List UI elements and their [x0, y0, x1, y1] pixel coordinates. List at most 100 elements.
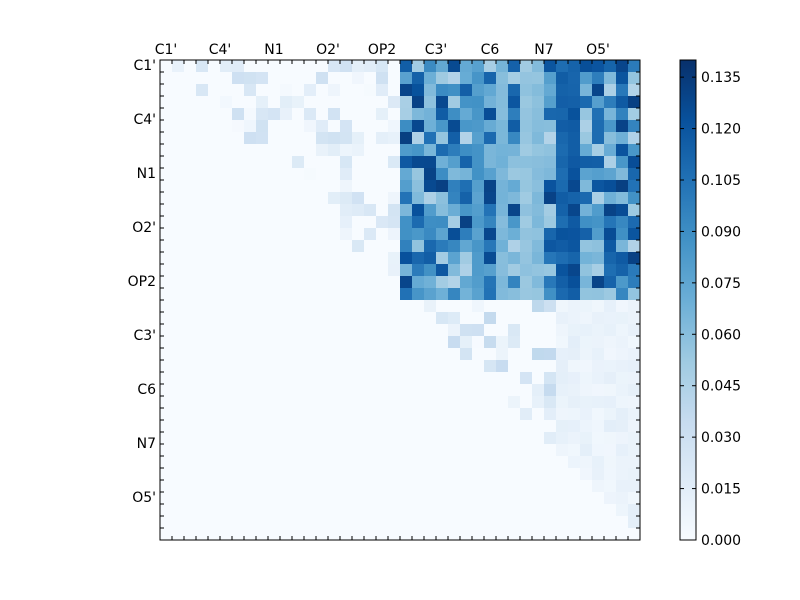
heatmap-cell	[448, 468, 461, 481]
heatmap-cell	[268, 420, 281, 433]
heatmap-cell	[616, 360, 629, 373]
heatmap-cell	[232, 468, 245, 481]
heatmap-cell	[484, 288, 497, 301]
heatmap-cell	[424, 216, 437, 229]
heatmap-cell	[388, 444, 401, 457]
heatmap-cell	[196, 144, 209, 157]
heatmap-cell	[184, 84, 197, 97]
heatmap-cell	[280, 192, 293, 205]
heatmap-cell	[292, 84, 305, 97]
heatmap-cell	[436, 516, 449, 529]
heatmap-cell	[604, 516, 617, 529]
heatmap-cell	[508, 324, 521, 337]
heatmap-cell	[220, 420, 233, 433]
heatmap-cell	[472, 504, 485, 517]
heatmap-cell	[580, 492, 593, 505]
heatmap-cell	[532, 504, 545, 517]
heatmap-cell	[568, 444, 581, 457]
heatmap-cell	[316, 444, 329, 457]
heatmap-cell	[244, 504, 257, 517]
heatmap-cell	[316, 504, 329, 517]
heatmap-cell	[628, 408, 641, 421]
heatmap-cell	[556, 324, 569, 337]
heatmap-cell	[292, 96, 305, 109]
heatmap-cell	[220, 204, 233, 217]
heatmap-cell	[616, 504, 629, 517]
heatmap-cell	[388, 504, 401, 517]
heatmap-cell	[412, 492, 425, 505]
heatmap-cell	[460, 132, 473, 145]
heatmap-cell	[460, 192, 473, 205]
heatmap-cell	[364, 264, 377, 277]
heatmap-cell	[244, 144, 257, 157]
heatmap-cell	[532, 84, 545, 97]
heatmap-cell	[364, 216, 377, 229]
heatmap-cell	[208, 72, 221, 85]
heatmap-cell	[376, 324, 389, 337]
heatmap-cell	[568, 240, 581, 253]
heatmap-cell	[280, 312, 293, 325]
heatmap-cell	[592, 456, 605, 469]
heatmap-cell	[376, 84, 389, 97]
heatmap-cell	[184, 96, 197, 109]
heatmap-cell	[580, 204, 593, 217]
heatmap-cell	[184, 324, 197, 337]
heatmap-cell	[544, 324, 557, 337]
heatmap-cell	[220, 324, 233, 337]
heatmap-cell	[520, 456, 533, 469]
heatmap-cell	[364, 204, 377, 217]
heatmap-cell	[472, 240, 485, 253]
heatmap-cell	[628, 336, 641, 349]
heatmap-cell	[484, 420, 497, 433]
heatmap-cell	[376, 444, 389, 457]
heatmap-cell	[268, 468, 281, 481]
heatmap-cell	[568, 276, 581, 289]
heatmap-cell	[232, 72, 245, 85]
heatmap-cell	[244, 528, 257, 541]
heatmap-cell	[544, 228, 557, 241]
heatmap-cell	[448, 228, 461, 241]
heatmap-cell	[244, 216, 257, 229]
heatmap-cell	[184, 528, 197, 541]
heatmap-cell	[472, 72, 485, 85]
heatmap-cell	[208, 156, 221, 169]
heatmap-cell	[544, 180, 557, 193]
heatmap-cell	[520, 408, 533, 421]
heatmap-cell	[592, 324, 605, 337]
heatmap-cell	[496, 252, 509, 265]
heatmap-cell	[268, 252, 281, 265]
heatmap-cell	[580, 444, 593, 457]
heatmap-cell	[364, 168, 377, 181]
heatmap-cell	[568, 396, 581, 409]
heatmap-cell	[196, 432, 209, 445]
heatmap-cell	[172, 264, 185, 277]
heatmap-cell	[412, 96, 425, 109]
heatmap-cell	[568, 228, 581, 241]
heatmap-cell	[184, 492, 197, 505]
heatmap-cell	[484, 192, 497, 205]
heatmap-cell	[580, 312, 593, 325]
heatmap-cell	[616, 108, 629, 121]
heatmap-cell	[532, 168, 545, 181]
heatmap-cell	[340, 444, 353, 457]
heatmap-cell	[460, 528, 473, 541]
heatmap-cell	[376, 96, 389, 109]
heatmap-cell	[172, 372, 185, 385]
heatmap-cell	[604, 420, 617, 433]
heatmap-cell	[604, 360, 617, 373]
heatmap-cell	[616, 444, 629, 457]
heatmap-cell	[256, 108, 269, 121]
heatmap-cell	[256, 384, 269, 397]
heatmap-cell	[280, 120, 293, 133]
heatmap-cell	[628, 120, 641, 133]
heatmap-cell	[292, 516, 305, 529]
heatmap-cell	[628, 108, 641, 121]
heatmap-cell	[436, 312, 449, 325]
heatmap-cell	[352, 120, 365, 133]
y-tick-label: C6	[137, 382, 156, 398]
heatmap-cell	[568, 420, 581, 433]
heatmap-cell	[364, 336, 377, 349]
heatmap-cell	[196, 204, 209, 217]
heatmap-cell	[496, 396, 509, 409]
heatmap-cell	[244, 324, 257, 337]
